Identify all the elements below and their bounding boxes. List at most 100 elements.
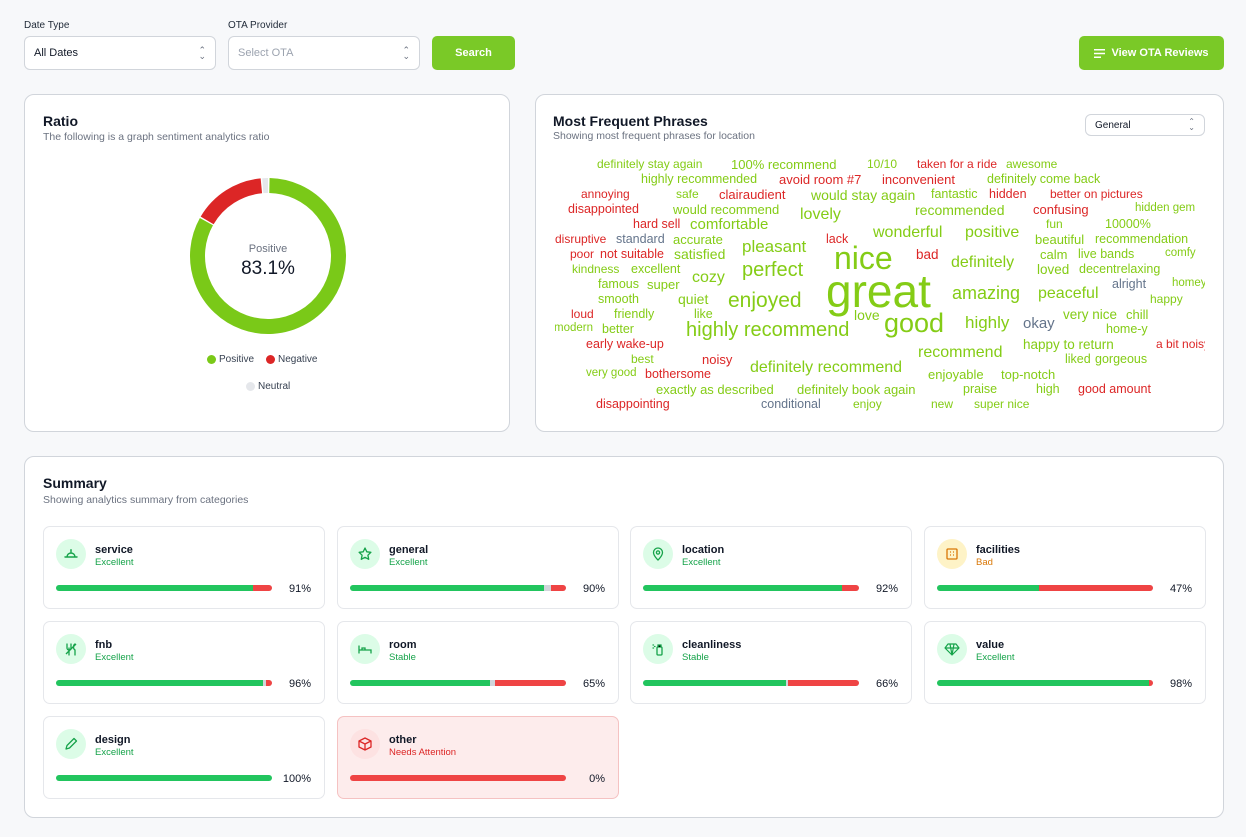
- phrase-word: inconvenient: [882, 172, 955, 187]
- bar-negative: [787, 680, 859, 686]
- date-type-select[interactable]: All Dates ⌃ ⌄: [24, 36, 216, 70]
- phrase-word: not suitable: [600, 247, 664, 261]
- phrase-word: amazing: [952, 283, 1021, 303]
- category-name: general: [389, 544, 429, 556]
- phrase-word: fun: [1046, 217, 1063, 231]
- category-name: design: [95, 734, 131, 746]
- phrase-word: avoid room #7: [779, 172, 862, 187]
- sentiment-donut-chart: [190, 178, 346, 334]
- category-progress-bar: [937, 680, 1153, 686]
- phrase-word: good: [884, 308, 945, 338]
- category-card-cleanliness[interactable]: cleanliness Stable 66%: [630, 621, 912, 704]
- category-status: Excellent: [95, 652, 134, 663]
- category-card-design[interactable]: design Excellent 100%: [43, 716, 325, 799]
- category-percent: 90%: [582, 583, 605, 595]
- phrase-word: beautiful: [1035, 232, 1085, 247]
- phrase-word: disruptive: [555, 232, 607, 246]
- category-progress-bar: [643, 585, 859, 591]
- category-card-service[interactable]: service Excellent 91%: [43, 526, 325, 609]
- phrase-word: excellent: [631, 262, 681, 276]
- phrase-word: loud: [571, 307, 594, 321]
- phrase-word: new: [931, 397, 954, 411]
- legend-positive: Positive: [207, 354, 254, 365]
- category-card-room[interactable]: room Stable 65%: [337, 621, 619, 704]
- word-cloud: definitely stay again 100% recommend 10/10…: [555, 152, 1205, 417]
- date-type-value: All Dates: [34, 47, 79, 59]
- category-progress-bar: [937, 585, 1153, 591]
- phrase-word: home-y: [1106, 322, 1148, 336]
- phrase-word: homey: [1172, 277, 1205, 289]
- phrase-word: comfortable: [690, 216, 769, 233]
- category-percent: 92%: [875, 583, 898, 595]
- donut-slice-positive: [190, 178, 346, 334]
- category-name: location: [682, 544, 725, 556]
- category-status: Excellent: [95, 747, 134, 758]
- phrase-word: poor: [570, 247, 595, 261]
- view-ota-reviews-button[interactable]: View OTA Reviews: [1079, 36, 1224, 70]
- bar-negative: [265, 680, 272, 686]
- phrase-word: loved: [1037, 262, 1070, 277]
- phrase-word: definitely: [951, 254, 1015, 271]
- category-card-value[interactable]: value Excellent 98%: [924, 621, 1206, 704]
- bar-negative: [841, 585, 859, 591]
- phrase-word: good amount: [1078, 382, 1151, 396]
- phrase-word: confusing: [1033, 202, 1089, 217]
- category-status: Excellent: [95, 557, 134, 568]
- phrase-word: super: [647, 277, 680, 292]
- bed-icon: [350, 634, 380, 664]
- phrase-word: early wake-up: [586, 337, 664, 351]
- phrase-word: hidden gem: [1135, 202, 1196, 214]
- category-status: Excellent: [976, 652, 1015, 663]
- category-percent: 96%: [288, 678, 311, 690]
- phrase-word: high: [1036, 382, 1060, 396]
- category-percent: 0%: [589, 773, 605, 785]
- phrase-word: 10000%: [1105, 217, 1151, 231]
- legend-label: Positive: [219, 354, 255, 365]
- legend-negative: Negative: [266, 354, 317, 365]
- date-type-label: Date Type: [24, 20, 70, 31]
- category-card-other[interactable]: other Needs Attention 0%: [337, 716, 619, 799]
- bar-positive: [937, 680, 1149, 686]
- bar-negative: [350, 775, 566, 781]
- phrase-word: decentrelaxing: [1079, 262, 1161, 276]
- category-status: Excellent: [682, 557, 721, 568]
- phrase-word: great: [826, 265, 931, 317]
- legend-dot: [207, 355, 216, 364]
- ota-provider-select[interactable]: Select OTA ⌃ ⌄: [228, 36, 420, 70]
- bar-positive: [643, 680, 786, 686]
- donut-center-value: 83.1%: [241, 258, 295, 279]
- legend-label: Negative: [278, 354, 318, 365]
- phrase-word: fantastic: [931, 187, 978, 201]
- pencil-icon: [56, 729, 86, 759]
- phrase-word: satisfied: [674, 246, 726, 262]
- search-button[interactable]: Search: [432, 36, 515, 70]
- phrase-word: love: [854, 307, 880, 323]
- map-pin-icon: [643, 539, 673, 569]
- phrase-word: gorgeous: [1095, 352, 1148, 366]
- category-progress-bar: [56, 585, 272, 591]
- phrase-word: best: [631, 352, 654, 366]
- category-card-fnb[interactable]: fnb Excellent 96%: [43, 621, 325, 704]
- phrase-word: enjoyed: [728, 289, 802, 312]
- category-progress-bar: [643, 680, 859, 686]
- phrase-word: exactly as described: [656, 382, 774, 397]
- phrase-word: clairaudient: [719, 187, 786, 202]
- bar-negative: [494, 680, 566, 686]
- bar-negative: [1038, 585, 1153, 591]
- bar-positive: [937, 585, 1039, 591]
- phrases-filter-select[interactable]: General ⌃ ⌄: [1085, 114, 1205, 136]
- phrase-word: quiet: [678, 291, 709, 307]
- category-name: room: [389, 639, 417, 651]
- phrases-title: Most Frequent Phrases: [553, 113, 708, 129]
- phrase-word: wonderful: [873, 224, 943, 241]
- phrase-word: disappointing: [596, 397, 670, 411]
- category-card-general[interactable]: general Excellent 90%: [337, 526, 619, 609]
- phrase-word: positive: [965, 224, 1020, 241]
- phrase-word: 10/10: [867, 157, 898, 171]
- phrase-word: highly recommend: [686, 319, 850, 341]
- bar-negative: [550, 585, 566, 591]
- category-card-facilities[interactable]: facilities Bad 47%: [924, 526, 1206, 609]
- phrases-filter-value: General: [1095, 119, 1131, 131]
- bar-positive: [56, 585, 253, 591]
- category-card-location[interactable]: location Excellent 92%: [630, 526, 912, 609]
